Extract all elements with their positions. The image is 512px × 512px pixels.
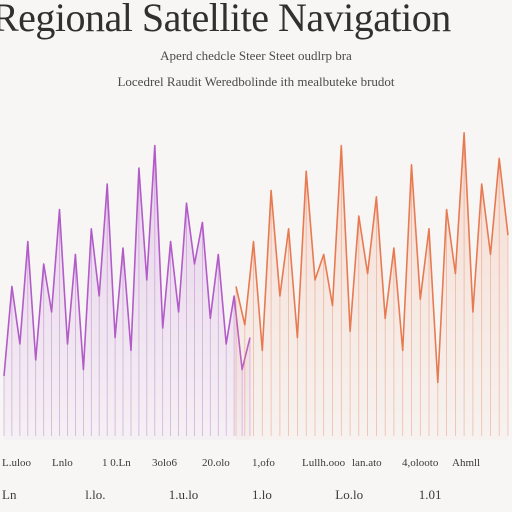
series-1-line bbox=[3, 144, 251, 377]
x-tick-label: 1 0.Ln bbox=[102, 457, 131, 469]
line-chart bbox=[3, 131, 509, 441]
x-tick-label: lan.ato bbox=[352, 457, 382, 469]
x-tick-label: 3olo6 bbox=[152, 457, 178, 469]
x-tick-label: Lullh.ooo bbox=[302, 457, 346, 469]
chart-subtitle-line-2: Locedrel Raudit Weredbolinde ith mealbut… bbox=[117, 74, 395, 89]
x-tick-label: 1.01 bbox=[418, 487, 442, 502]
x-axis-tick-row-2: Ln l.lo. 1.u.lo 1.lo Lo.lo 1.01 bbox=[0, 487, 512, 503]
x-tick-label: l.lo. bbox=[85, 487, 106, 502]
series-2-area bbox=[236, 132, 508, 441]
chart-subtitle-line-1: Aperd chedcle Steer Steet oudlrp bra bbox=[160, 48, 352, 63]
x-tick-label: Lo.lo bbox=[335, 487, 364, 502]
series-2-line bbox=[235, 131, 509, 384]
x-tick-label: L.uloo bbox=[2, 457, 32, 469]
x-tick-label: 20.olo bbox=[202, 457, 230, 469]
chart-title: Regional Satellite Navigation bbox=[0, 0, 451, 40]
x-tick-label: Lnlo bbox=[52, 457, 73, 469]
x-tick-label: 4,olooto bbox=[402, 457, 439, 469]
x-axis-tick-row-1: L.uloo Lnlo 1 0.Ln 3olo6 20.olo 1,ofo Lullh.oo… bbox=[0, 457, 512, 473]
x-tick-label: 1.lo bbox=[252, 487, 272, 502]
x-tick-label: 1,ofo bbox=[252, 457, 275, 469]
x-tick-label: Ahmll bbox=[452, 457, 481, 469]
x-tick-label: 1.u.lo bbox=[168, 487, 199, 502]
x-tick-label: Ln bbox=[2, 487, 17, 502]
